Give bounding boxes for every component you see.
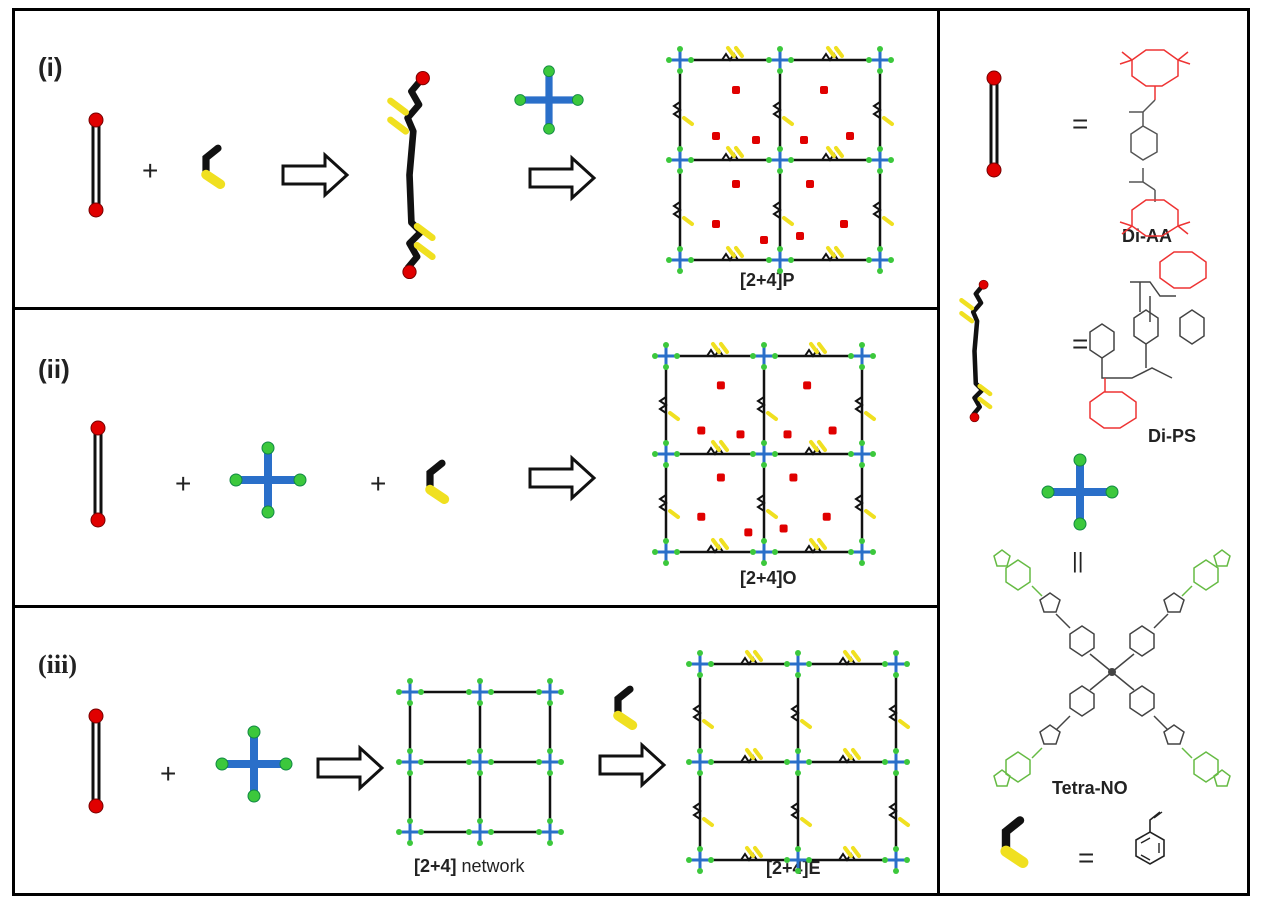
- styrene-monomer-icon: [613, 685, 638, 731]
- di-ps-structure: [1089, 251, 1207, 429]
- tetra-cross-icon: [1041, 453, 1119, 531]
- plus-sign: +: [160, 758, 177, 789]
- styrene-monomer-icon: [425, 459, 450, 505]
- equals-sign: =: [1072, 328, 1089, 359]
- plus-sign: +: [175, 468, 192, 499]
- panel-ii: (ii): [12, 308, 940, 608]
- di-aa-rod-icon: [88, 708, 104, 814]
- block-arrow-icon: [281, 151, 350, 199]
- panel-i: (i): [12, 8, 940, 310]
- tetra-cross-icon: [215, 725, 293, 803]
- styrene-monomer-icon: [1000, 816, 1029, 868]
- network-grid-icon: [686, 650, 910, 874]
- network-grid-icon: [652, 342, 876, 566]
- legend-divider: [937, 8, 940, 896]
- di-aa-rod-icon: [986, 70, 1002, 178]
- equals-vertical-sign: ||: [1072, 548, 1084, 573]
- block-arrow-icon: [528, 454, 597, 502]
- product-caption-2-4-p: [2+4]P: [740, 270, 795, 290]
- plus-sign: +: [370, 468, 387, 499]
- panel-ii-label: (ii): [38, 354, 70, 384]
- legend-di-ps: Di-PS: [1148, 426, 1197, 446]
- equals-sign: =: [1072, 108, 1089, 139]
- product-caption-2-4-o: [2+4]O: [740, 568, 797, 588]
- block-arrow-icon: [598, 741, 667, 789]
- network-grid-icon: [396, 678, 564, 846]
- di-aa-rod-icon: [90, 420, 106, 528]
- benzene-ring-icon: [1135, 811, 1165, 865]
- network-grid-icon: [666, 46, 894, 274]
- panel-iii-label: (iii): [38, 650, 77, 679]
- tetra-cross-icon: [229, 441, 307, 519]
- block-arrow-icon: [316, 744, 385, 792]
- figure-frame: [12, 8, 1250, 896]
- equals-sign: =: [1078, 842, 1095, 873]
- di-aa-rod-icon: [88, 112, 104, 218]
- product-caption-2-4-e: [2+4]E: [766, 858, 821, 878]
- di-ps-chain-icon: [387, 70, 436, 280]
- di-ps-chain-icon: [959, 279, 993, 423]
- network-caption-bold: [2+4]: [414, 856, 457, 876]
- network-caption-rest: network: [456, 856, 525, 876]
- tetra-cross-icon: [514, 65, 584, 135]
- block-arrow-icon: [528, 154, 597, 202]
- styrene-monomer-icon: [201, 144, 226, 190]
- network-caption: [2+4] network: [414, 856, 525, 877]
- panel-iii: (iii): [12, 606, 940, 896]
- di-aa-structure: [1119, 49, 1191, 237]
- legend-tetra-no: Tetra-NO: [1052, 778, 1128, 798]
- plus-sign: +: [142, 155, 159, 186]
- tetra-no-structure: [993, 549, 1231, 787]
- panel-i-label: (i): [38, 52, 63, 82]
